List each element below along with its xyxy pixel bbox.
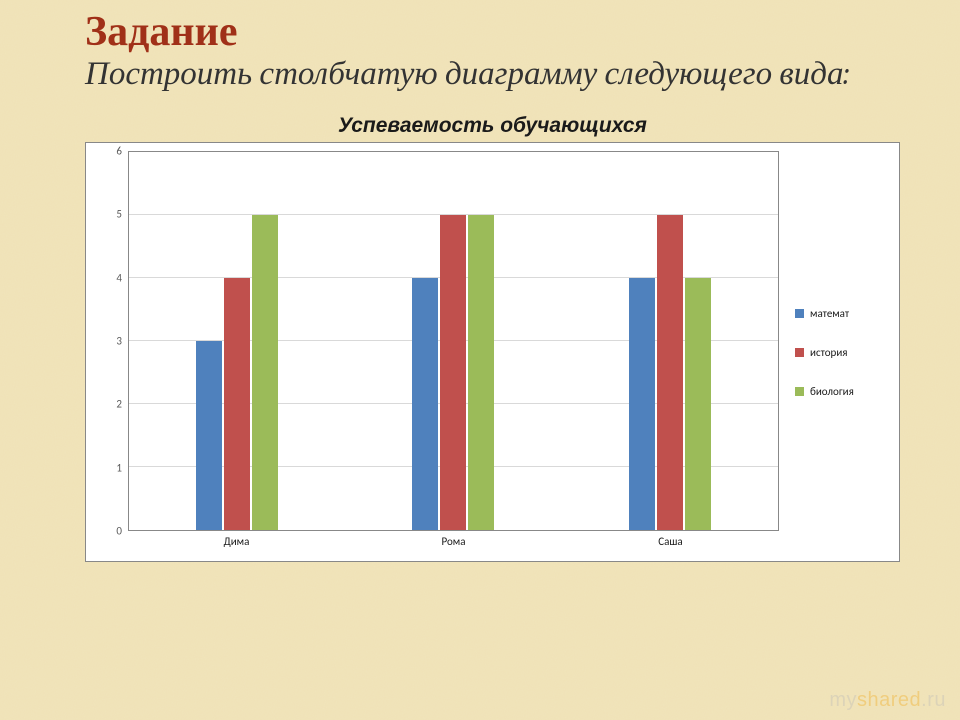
y-tick-label: 6 <box>116 145 122 158</box>
y-tick-label: 1 <box>116 461 122 474</box>
slide-subtitle: Построить столбчатую диаграмму следующег… <box>85 56 900 94</box>
slide-title: Задание <box>85 10 900 54</box>
legend-item: математ <box>795 307 891 320</box>
legend-label: математ <box>810 307 849 320</box>
y-tick-label: 5 <box>116 208 122 221</box>
bar <box>685 278 711 530</box>
bar <box>412 278 438 530</box>
legend-swatch <box>795 387 804 396</box>
slide: Задание Построить столбчатую диаграмму с… <box>0 0 960 720</box>
legend: математ история биология <box>779 151 891 553</box>
y-tick-label: 3 <box>116 335 122 348</box>
y-tick-label: 4 <box>116 271 122 284</box>
plot-area <box>128 151 779 531</box>
x-axis: ДимаРомаСаша <box>128 531 779 553</box>
plot-row: 0123456 <box>94 151 779 531</box>
bar <box>468 215 494 530</box>
bar <box>657 215 683 530</box>
bar-group <box>562 152 778 530</box>
watermark: myshared.ru <box>829 689 946 712</box>
heading-block: Задание Построить столбчатую диаграмму с… <box>85 10 900 94</box>
legend-item: биология <box>795 385 891 398</box>
bar <box>252 215 278 530</box>
bar-groups <box>129 152 778 530</box>
bar-group <box>345 152 561 530</box>
plot-column: 0123456 ДимаРомаСаша <box>94 151 779 553</box>
watermark-accent: shared <box>857 689 921 711</box>
y-axis: 0123456 <box>94 151 128 531</box>
y-tick-label: 0 <box>116 525 122 538</box>
legend-label: биология <box>810 385 854 398</box>
bar <box>440 215 466 530</box>
chart-main: 0123456 ДимаРомаСаша математисториябиоло… <box>94 151 891 553</box>
y-tick-label: 2 <box>116 398 122 411</box>
x-tick-label: Дима <box>128 531 345 553</box>
legend-label: история <box>810 346 847 359</box>
legend-item: история <box>795 346 891 359</box>
chart-container: 0 1 2 3 4 5 6 ДимаРомаСаша математ история биоло… <box>85 142 900 562</box>
bar <box>196 341 222 530</box>
watermark-prefix: my <box>829 689 857 711</box>
chart-title: Успеваемость обучающихся <box>85 114 900 138</box>
x-tick-label: Саша <box>562 531 779 553</box>
bar <box>629 278 655 530</box>
x-tick-label: Рома <box>345 531 562 553</box>
bar-group <box>129 152 345 530</box>
legend-swatch <box>795 309 804 318</box>
watermark-suffix: .ru <box>921 689 946 711</box>
bar <box>224 278 250 530</box>
legend-swatch <box>795 348 804 357</box>
